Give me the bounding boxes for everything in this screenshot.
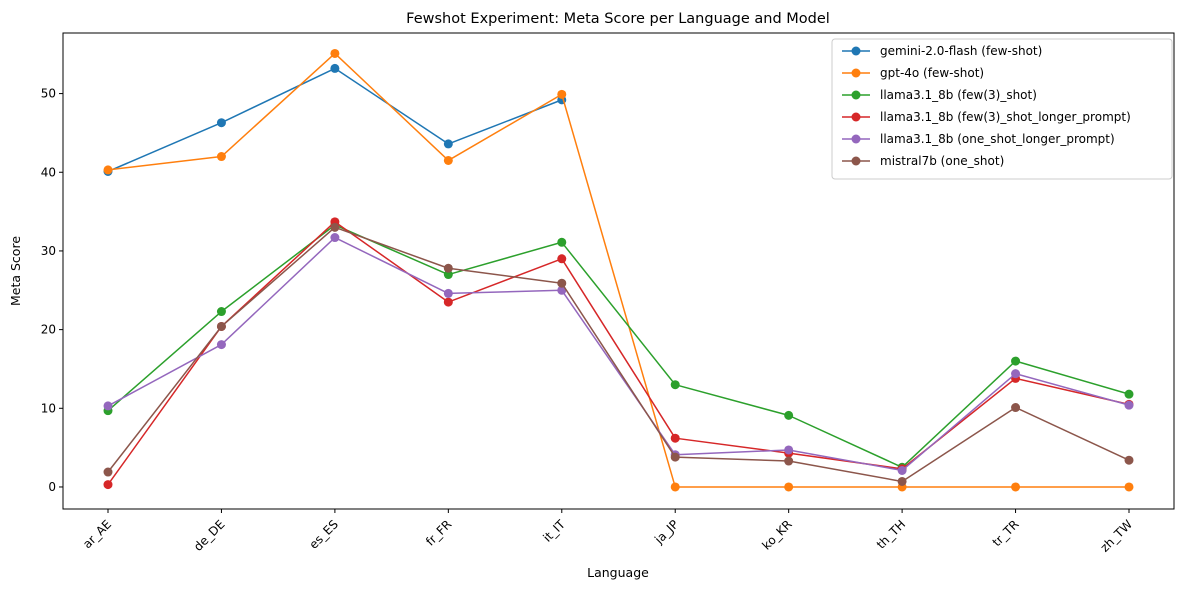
legend-marker (851, 112, 861, 122)
data-point (557, 237, 567, 247)
data-point (216, 118, 226, 128)
x-axis-title: Language (587, 565, 649, 580)
legend-marker (851, 156, 861, 166)
y-tick-label: 50 (41, 87, 56, 101)
legend-marker (851, 90, 861, 100)
y-tick-label: 0 (48, 480, 56, 494)
x-tick-label: tr_TR (990, 517, 1022, 549)
legend-marker (851, 68, 861, 78)
x-tick-label: fr_FR (423, 517, 454, 548)
data-point (784, 482, 794, 492)
data-point (1124, 455, 1134, 465)
y-tick-label: 40 (41, 165, 56, 179)
series-4 (103, 233, 1134, 475)
series-3 (103, 217, 1134, 490)
data-point (557, 254, 567, 264)
legend-item: gemini-2.0-flash (few-shot) (842, 44, 1042, 58)
legend-item: llama3.1_8b (few(3)_shot_longer_prompt) (842, 110, 1131, 124)
y-axis-title: Meta Score (8, 236, 23, 306)
x-tick-label: ja_JP (651, 517, 681, 547)
data-point (670, 452, 680, 462)
x-tick-label: ar_AE (80, 517, 114, 551)
data-point (784, 410, 794, 420)
legend-item: mistral7b (one_shot) (842, 154, 1004, 168)
data-point (557, 89, 567, 99)
data-point (1011, 369, 1021, 379)
data-point (784, 456, 794, 466)
data-point (216, 321, 226, 331)
data-point (1011, 356, 1021, 366)
legend-label: gemini-2.0-flash (few-shot) (880, 44, 1042, 58)
legend: gemini-2.0-flash (few-shot) gpt-4o (few-s… (831, 38, 1173, 180)
y-tick-label: 10 (41, 401, 56, 415)
data-point (216, 307, 226, 317)
series-line (107, 52, 1129, 488)
x-tick-label: es_ES (306, 517, 341, 552)
data-point (557, 278, 567, 288)
series-5 (103, 222, 1134, 486)
data-point (103, 165, 113, 175)
data-point (330, 63, 340, 73)
x-tick-label: it_IT (540, 517, 568, 545)
x-tick-label: th_TH (874, 517, 908, 551)
data-point (103, 480, 113, 490)
legend-label: llama3.1_8b (one_shot_longer_prompt) (880, 132, 1115, 146)
legend-label: mistral7b (one_shot) (880, 154, 1004, 168)
data-point (216, 152, 226, 162)
series-line (107, 226, 1130, 483)
data-point (443, 297, 453, 307)
legend-marker (851, 134, 861, 144)
series-line (107, 224, 1130, 469)
data-point (897, 476, 907, 486)
x-tick-label: zh_TW (1098, 517, 1136, 555)
data-point (1124, 482, 1134, 492)
data-point (330, 233, 340, 243)
data-point (443, 155, 453, 165)
data-point (330, 222, 340, 232)
chart-title: Fewshot Experiment: Meta Score per Langu… (406, 11, 830, 27)
data-point (1124, 389, 1134, 399)
data-point (443, 139, 453, 149)
data-point (670, 433, 680, 443)
data-point (330, 48, 340, 58)
data-point (670, 482, 680, 492)
data-point (557, 285, 567, 295)
data-point (216, 340, 226, 350)
x-tick-label: de_DE (191, 517, 228, 554)
series-1 (103, 48, 1134, 492)
legend-item: llama3.1_8b (one_shot_longer_prompt) (842, 132, 1115, 146)
data-point (1011, 482, 1021, 492)
data-point (670, 380, 680, 390)
data-point (443, 270, 453, 280)
series-line (107, 236, 1130, 472)
plot-frame (62, 32, 1175, 510)
y-tick-label: 30 (41, 244, 56, 258)
legend-item: gpt-4o (few-shot) (842, 66, 984, 80)
legend-label: llama3.1_8b (few(3)_shot_longer_prompt) (880, 110, 1131, 124)
data-point (1124, 400, 1134, 410)
legend-label: llama3.1_8b (few(3)_shot) (880, 88, 1037, 102)
legend-marker (851, 46, 861, 56)
legend-box (831, 38, 1173, 180)
series-line (107, 67, 563, 173)
data-point (897, 465, 907, 475)
series-0 (103, 63, 567, 176)
data-point (1011, 403, 1021, 413)
data-point (443, 288, 453, 298)
legend-item: llama3.1_8b (few(3)_shot) (842, 88, 1037, 102)
y-tick-label: 20 (41, 323, 56, 337)
data-point (103, 401, 113, 411)
data-point (784, 445, 794, 455)
series-2 (103, 220, 1134, 472)
x-tick-label: ko_KR (759, 517, 794, 552)
legend-label: gpt-4o (few-shot) (880, 66, 984, 80)
data-point (103, 467, 113, 477)
data-point (443, 263, 453, 273)
series-line (107, 221, 1130, 486)
